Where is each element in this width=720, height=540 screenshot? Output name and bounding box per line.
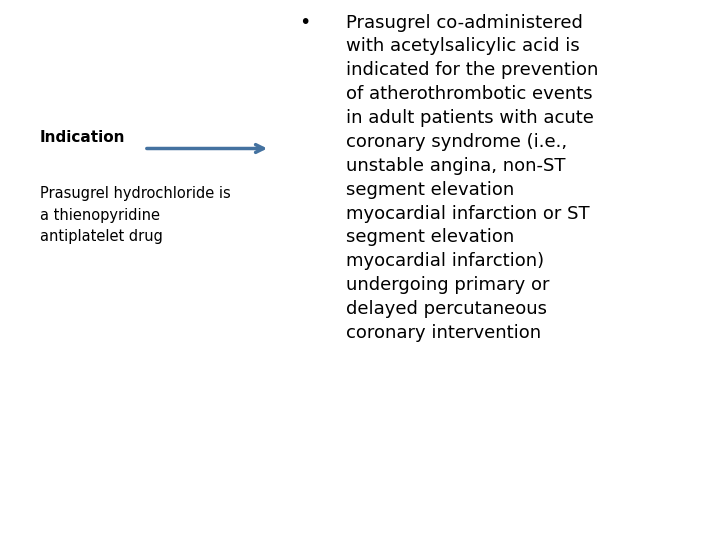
Text: Prasugrel hydrochloride is
a thienopyridine
antiplatelet drug: Prasugrel hydrochloride is a thienopyrid…: [40, 186, 230, 245]
Text: Prasugrel co-administered
with acetylsalicylic acid is
indicated for the prevent: Prasugrel co-administered with acetylsal…: [346, 14, 598, 342]
FancyArrowPatch shape: [147, 145, 264, 152]
Text: Indication: Indication: [40, 130, 125, 145]
Text: •: •: [299, 14, 310, 32]
